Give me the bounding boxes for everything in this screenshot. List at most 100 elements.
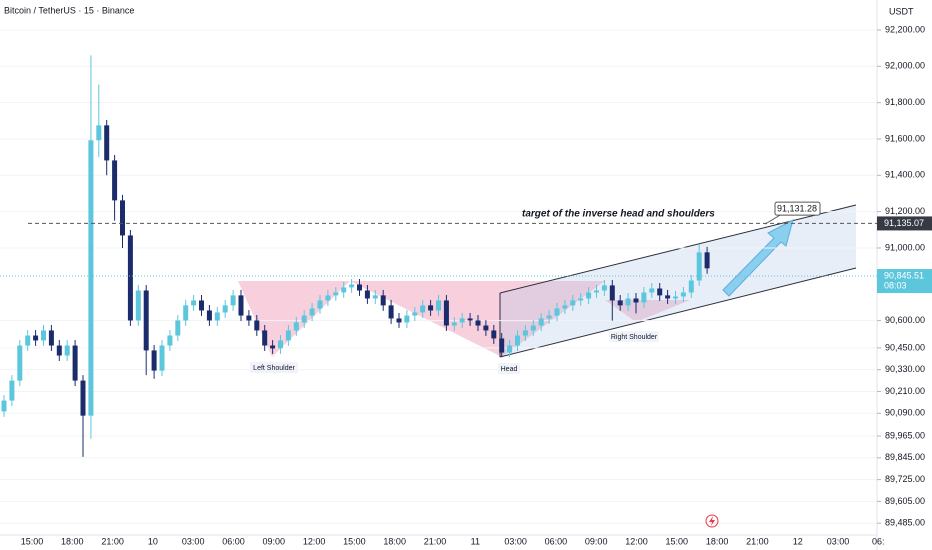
alert-icon[interactable] xyxy=(705,514,719,528)
candle-body xyxy=(301,315,307,323)
y-tick-label: 89,605.00 xyxy=(885,496,925,506)
target-arrow xyxy=(722,219,794,297)
y-tick-label: 90,600.00 xyxy=(885,315,925,325)
candle-body xyxy=(285,330,291,341)
candle-body xyxy=(459,318,465,323)
candle-body xyxy=(191,300,197,306)
x-tick-label: 03:00 xyxy=(504,536,527,546)
candle-body xyxy=(578,298,584,301)
candle-body xyxy=(9,380,15,401)
x-tick-label: 10 xyxy=(148,536,158,546)
annotation: Head xyxy=(501,366,518,373)
price-tag-label: 90,845.51 xyxy=(884,270,924,280)
x-tick-label: 12:00 xyxy=(625,536,648,546)
y-tick-label: 89,965.00 xyxy=(885,430,925,440)
candle-body xyxy=(443,300,449,326)
candle-body xyxy=(688,280,694,293)
candle-body xyxy=(673,296,678,299)
x-tick-label: 18:00 xyxy=(61,536,84,546)
candle-body xyxy=(254,320,260,331)
candle-body xyxy=(499,338,505,353)
candle-body xyxy=(48,330,54,346)
candle-body xyxy=(317,300,323,309)
candle-body xyxy=(143,290,149,351)
alert-circle[interactable] xyxy=(705,514,719,528)
candle-body xyxy=(680,292,686,297)
candle-body xyxy=(696,252,702,281)
right-shoulder-shape xyxy=(605,300,690,322)
candle-body xyxy=(586,292,592,299)
y-tick-label: 90,450.00 xyxy=(885,342,925,352)
candle-body xyxy=(570,300,576,306)
candle-body xyxy=(562,305,568,309)
x-tick-label: 18:00 xyxy=(706,536,729,546)
chart-title: Bitcoin / TetherUS · 15 · Binance xyxy=(4,5,134,15)
x-tick-label: 15:00 xyxy=(343,536,366,546)
label-bg xyxy=(250,362,298,373)
x-tick-label: 21:00 xyxy=(101,536,124,546)
callout-box xyxy=(774,201,821,216)
candle-body xyxy=(633,298,639,303)
label: Left Shoulder Head Right Shoulder xyxy=(250,331,659,374)
candle-body xyxy=(617,300,623,306)
candle-body xyxy=(388,305,394,319)
candle-body xyxy=(594,290,599,293)
y-tick-label: 91,000.00 xyxy=(885,242,925,252)
x-tick-label: 18:00 xyxy=(383,536,406,546)
x-tick-label: 03:00 xyxy=(827,536,850,546)
price-tag-label: 91,135.07 xyxy=(884,218,924,228)
x-tick-label: 12:00 xyxy=(303,536,326,546)
countdown-label: 08:03 xyxy=(884,280,907,290)
y-tick-label: 89,485.00 xyxy=(885,518,925,528)
candle-body xyxy=(96,125,102,141)
candle-body xyxy=(33,335,39,341)
y-tick-label: 91,400.00 xyxy=(885,170,925,180)
channel-line xyxy=(499,204,857,294)
x-tick-label: 21:00 xyxy=(424,536,447,546)
y-tick-label: 90,090.00 xyxy=(885,408,925,418)
y-tick-label: 91,200.00 xyxy=(885,206,925,216)
alert-bolt[interactable] xyxy=(709,516,715,526)
candle-body xyxy=(483,325,489,331)
channel xyxy=(500,205,856,357)
x-tick-label: 03:00 xyxy=(182,536,205,546)
candle-body xyxy=(309,308,315,316)
candle-body xyxy=(1,400,7,412)
candle-body xyxy=(380,295,386,306)
candle-body xyxy=(475,320,481,326)
callout-label: 91,131.28 xyxy=(777,203,817,213)
candle-body xyxy=(246,315,252,321)
candle-body xyxy=(404,315,410,323)
annotation: Left Shoulder xyxy=(253,365,295,372)
candle-body xyxy=(151,350,157,371)
candle-body xyxy=(64,345,70,356)
candle-body xyxy=(333,292,339,296)
candle-body xyxy=(554,308,560,316)
candle-body xyxy=(325,295,331,301)
candle-body xyxy=(104,125,110,161)
candle-body xyxy=(17,345,23,381)
candle-body xyxy=(88,140,94,416)
candle-body xyxy=(214,312,220,321)
candle-body xyxy=(420,305,426,313)
annotation: target of the inverse head and shoulders xyxy=(522,209,715,220)
candle-body xyxy=(25,335,31,346)
candle-body xyxy=(412,312,418,316)
candle-body xyxy=(704,252,710,269)
candle-body xyxy=(349,284,355,288)
x-tick-label: 21:00 xyxy=(746,536,769,546)
candle-body xyxy=(278,340,283,349)
candle-body xyxy=(206,310,212,321)
y-tick-label: 91,600.00 xyxy=(885,133,925,143)
candle-body xyxy=(262,330,268,346)
x-tick-label: 15:00 xyxy=(21,536,44,546)
candle-body xyxy=(641,292,647,303)
candle-body xyxy=(175,320,181,336)
candle-body xyxy=(120,200,125,236)
candle-body xyxy=(159,345,165,371)
x-tick-label: 11 xyxy=(471,536,480,546)
candle-body xyxy=(230,295,236,306)
annotation: Right Shoulder xyxy=(611,334,658,341)
candle-body xyxy=(538,318,544,326)
